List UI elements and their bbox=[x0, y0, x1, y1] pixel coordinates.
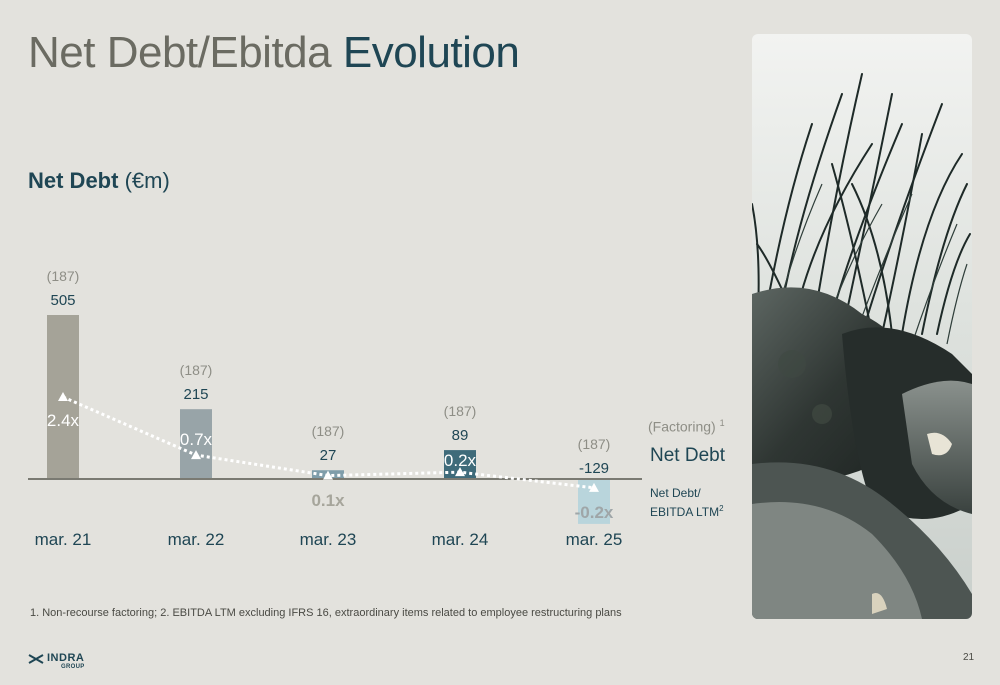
factoring-label-1: (187) bbox=[180, 362, 213, 378]
ratio-marker-1 bbox=[191, 450, 201, 460]
title-part1: Net Debt/Ebitda bbox=[28, 28, 332, 77]
net-debt-label-1: 215 bbox=[183, 386, 208, 403]
legend-ratio-line2: EBITDA LTM2 bbox=[650, 501, 724, 520]
subtitle-bold: Net Debt bbox=[28, 168, 119, 193]
page-number: 21 bbox=[963, 652, 975, 663]
footnote: 1. Non-recourse factoring; 2. EBITDA LTM… bbox=[30, 607, 622, 619]
grass-rocks-photo bbox=[752, 34, 972, 619]
factoring-label-4: (187) bbox=[578, 436, 611, 452]
indra-mark-icon bbox=[28, 654, 44, 664]
legend-ratio: Net Debt/ EBITDA LTM2 bbox=[650, 485, 724, 520]
photo-illustration bbox=[752, 34, 972, 619]
category-label-4: mar. 25 bbox=[566, 530, 623, 549]
net-debt-label-3: 89 bbox=[452, 427, 469, 444]
net-debt-label-2: 27 bbox=[320, 447, 337, 464]
legend-factoring-sup: 1 bbox=[719, 418, 725, 428]
legend-ratio-line2-text: EBITDA LTM bbox=[650, 505, 720, 519]
indra-logo: INDRA GROUP bbox=[28, 652, 85, 671]
ratio-marker-3 bbox=[455, 467, 465, 477]
factoring-label-0: (187) bbox=[47, 268, 80, 284]
legend-ratio-sup: 2 bbox=[719, 504, 724, 513]
title-part2: Evolution bbox=[342, 28, 520, 77]
ratio-label-4: -0.2x bbox=[575, 503, 614, 522]
ratio-label-1: 0.7x bbox=[180, 430, 213, 449]
ratio-marker-2 bbox=[323, 470, 333, 480]
ratio-label-0: 2.4x bbox=[47, 411, 80, 430]
legend-factoring: (Factoring) 1 bbox=[648, 418, 725, 435]
category-label-2: mar. 23 bbox=[300, 530, 357, 549]
subtitle-unit: (€m) bbox=[124, 168, 170, 193]
ratio-label-2: 0.1x bbox=[311, 491, 345, 510]
ratio-label-3: 0.2x bbox=[444, 451, 477, 470]
legend-ratio-line1: Net Debt/ bbox=[650, 486, 701, 500]
logo-main-text: INDRA bbox=[47, 652, 85, 664]
category-label-1: mar. 22 bbox=[168, 530, 225, 549]
net-debt-label-4: -129 bbox=[579, 460, 609, 477]
logo-sub-text: GROUP bbox=[61, 664, 85, 670]
chart-subtitle: Net Debt (€m) bbox=[28, 168, 170, 194]
bar-1 bbox=[180, 409, 212, 479]
net-debt-chart: 505 (187) 215 (187) 27 (187) 89 (187) -129 (187) 2… bbox=[28, 268, 642, 549]
ratio-marker-0 bbox=[58, 392, 68, 401]
ratio-marker-4 bbox=[589, 482, 599, 492]
factoring-label-3: (187) bbox=[444, 403, 477, 419]
net-debt-label-0: 505 bbox=[50, 292, 75, 309]
category-label-3: mar. 24 bbox=[432, 530, 489, 549]
legend-factoring-label: (Factoring) bbox=[648, 418, 716, 435]
page-title: Net Debt/Ebitda Evolution bbox=[28, 28, 520, 78]
factoring-label-2: (187) bbox=[312, 423, 345, 439]
category-label-0: mar. 21 bbox=[35, 530, 92, 549]
legend-net-debt: Net Debt bbox=[650, 445, 725, 466]
